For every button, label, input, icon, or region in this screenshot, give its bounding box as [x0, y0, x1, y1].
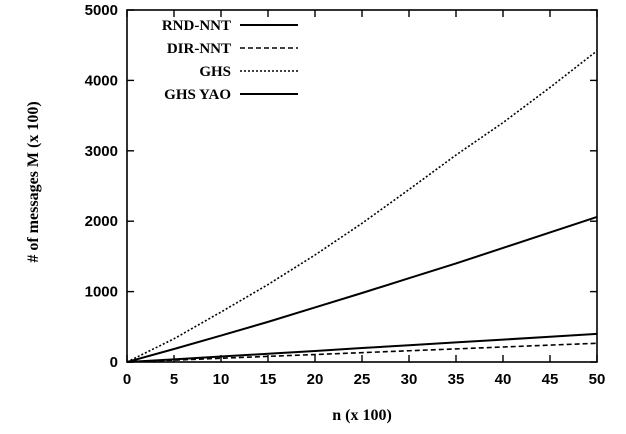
- y-tick-label: 3000: [85, 143, 118, 160]
- y-tick-label: 0: [110, 354, 118, 371]
- legend: RND-NNT DIR-NNT GHS GHS YAO: [162, 18, 298, 103]
- x-axis-label: n (x 100): [332, 407, 392, 424]
- x-axis: 0 5 10 15 20 25 30 35 40 45 50: [123, 10, 606, 388]
- legend-label: GHS: [199, 64, 231, 80]
- x-tick-label: 15: [260, 371, 277, 388]
- x-tick-label: 45: [542, 371, 559, 388]
- y-tick-label: 2000: [85, 213, 118, 230]
- series-line-ghs: [126, 50, 598, 363]
- plot-area-border: [126, 9, 598, 363]
- y-tick-label: 1000: [85, 284, 118, 301]
- legend-label: DIR-NNT: [167, 41, 231, 57]
- series-line-rnd-nnt: [126, 332, 598, 363]
- series-line-dir-nnt: [126, 342, 598, 363]
- legend-label: GHS YAO: [164, 87, 231, 103]
- legend-label: RND-NNT: [162, 18, 231, 34]
- x-tick-label: 5: [170, 371, 178, 388]
- y-axis: 0 1000 2000 3000 4000 5000: [85, 2, 597, 371]
- x-tick-label: 25: [354, 371, 371, 388]
- x-tick-label: 20: [307, 371, 324, 388]
- y-tick-label: 5000: [85, 2, 118, 19]
- x-tick-label: 10: [213, 371, 230, 388]
- x-tick-label: 30: [401, 371, 418, 388]
- x-tick-label: 0: [123, 371, 131, 388]
- plot-frame: [126, 9, 598, 363]
- y-tick-label: 4000: [85, 72, 118, 89]
- x-tick-label: 35: [448, 371, 465, 388]
- x-tick-label: 40: [495, 371, 512, 388]
- x-tick-label: 50: [589, 371, 606, 388]
- y-axis-label: # of messages M (x 100): [25, 101, 42, 262]
- series-layer: [126, 50, 598, 363]
- series-line-ghs-yao: [126, 216, 598, 363]
